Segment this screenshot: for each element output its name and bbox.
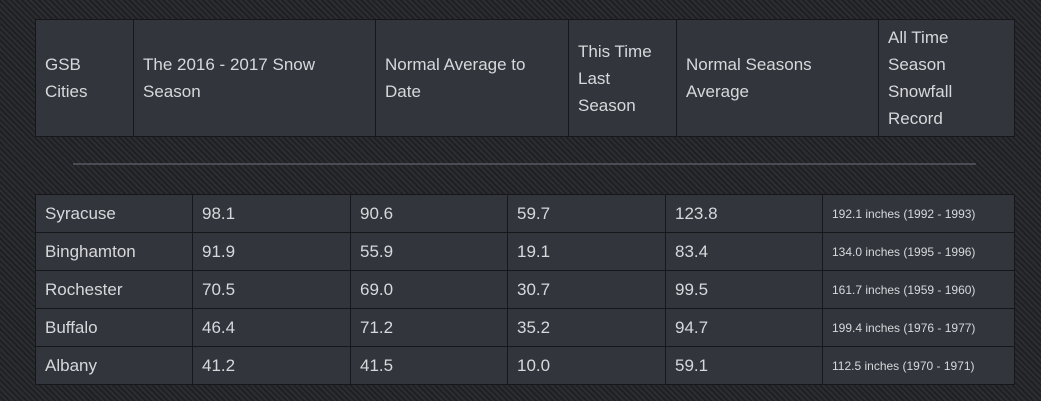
season-cell: 46.4 xyxy=(192,308,351,347)
table-row: Rochester 70.5 69.0 30.7 99.5 161.7 inch… xyxy=(35,270,1015,309)
record-cell: 161.7 inches (1959 - 1960) xyxy=(822,270,1015,309)
last-season-cell: 19.1 xyxy=(507,232,666,271)
normal-to-date-cell: 71.2 xyxy=(350,308,508,347)
season-average-cell: 83.4 xyxy=(665,232,823,271)
city-cell: Rochester xyxy=(35,270,193,309)
normal-to-date-cell: 55.9 xyxy=(350,232,508,271)
last-season-cell: 35.2 xyxy=(507,308,666,347)
table-row: Buffalo 46.4 71.2 35.2 94.7 199.4 inches… xyxy=(35,308,1015,347)
season-average-cell: 99.5 xyxy=(665,270,823,309)
season-cell: 70.5 xyxy=(192,270,351,309)
season-average-cell: 59.1 xyxy=(665,346,823,385)
season-average-cell: 94.7 xyxy=(665,308,823,347)
column-header-last-season: This Time Last Season xyxy=(568,19,677,137)
table-row: Binghamton 91.9 55.9 19.1 83.4 134.0 inc… xyxy=(35,232,1015,271)
record-cell: 112.5 inches (1970 - 1971) xyxy=(822,346,1015,385)
city-cell: Buffalo xyxy=(35,308,193,347)
normal-to-date-cell: 69.0 xyxy=(350,270,508,309)
city-cell: Albany xyxy=(35,346,193,385)
season-cell: 91.9 xyxy=(192,232,351,271)
season-cell: 98.1 xyxy=(192,194,351,233)
season-cell: 41.2 xyxy=(192,346,351,385)
column-header-season-average: Normal Seasons Average xyxy=(676,19,879,137)
last-season-cell: 30.7 xyxy=(507,270,666,309)
normal-to-date-cell: 90.6 xyxy=(350,194,508,233)
header-row: GSB Cities The 2016 - 2017 Snow Season N… xyxy=(35,19,1015,137)
snowfall-table: Syracuse 98.1 90.6 59.7 123.8 192.1 inch… xyxy=(35,194,1015,385)
last-season-cell: 10.0 xyxy=(507,346,666,385)
divider xyxy=(73,163,976,165)
record-cell: 192.1 inches (1992 - 1993) xyxy=(822,194,1015,233)
table-row: Albany 41.2 41.5 10.0 59.1 112.5 inches … xyxy=(35,346,1015,385)
column-header-cities: GSB Cities xyxy=(35,19,134,137)
table-row: Syracuse 98.1 90.6 59.7 123.8 192.1 inch… xyxy=(35,194,1015,233)
last-season-cell: 59.7 xyxy=(507,194,666,233)
season-average-cell: 123.8 xyxy=(665,194,823,233)
normal-to-date-cell: 41.5 xyxy=(350,346,508,385)
city-cell: Syracuse xyxy=(35,194,193,233)
column-header-current-season: The 2016 - 2017 Snow Season xyxy=(133,19,376,137)
column-header-normal-to-date: Normal Average to Date xyxy=(375,19,569,137)
record-cell: 199.4 inches (1976 - 1977) xyxy=(822,308,1015,347)
city-cell: Binghamton xyxy=(35,232,193,271)
column-header-record: All Time Season Snowfall Record xyxy=(878,19,1015,137)
header-table: GSB Cities The 2016 - 2017 Snow Season N… xyxy=(35,19,1015,137)
record-cell: 134.0 inches (1995 - 1996) xyxy=(822,232,1015,271)
